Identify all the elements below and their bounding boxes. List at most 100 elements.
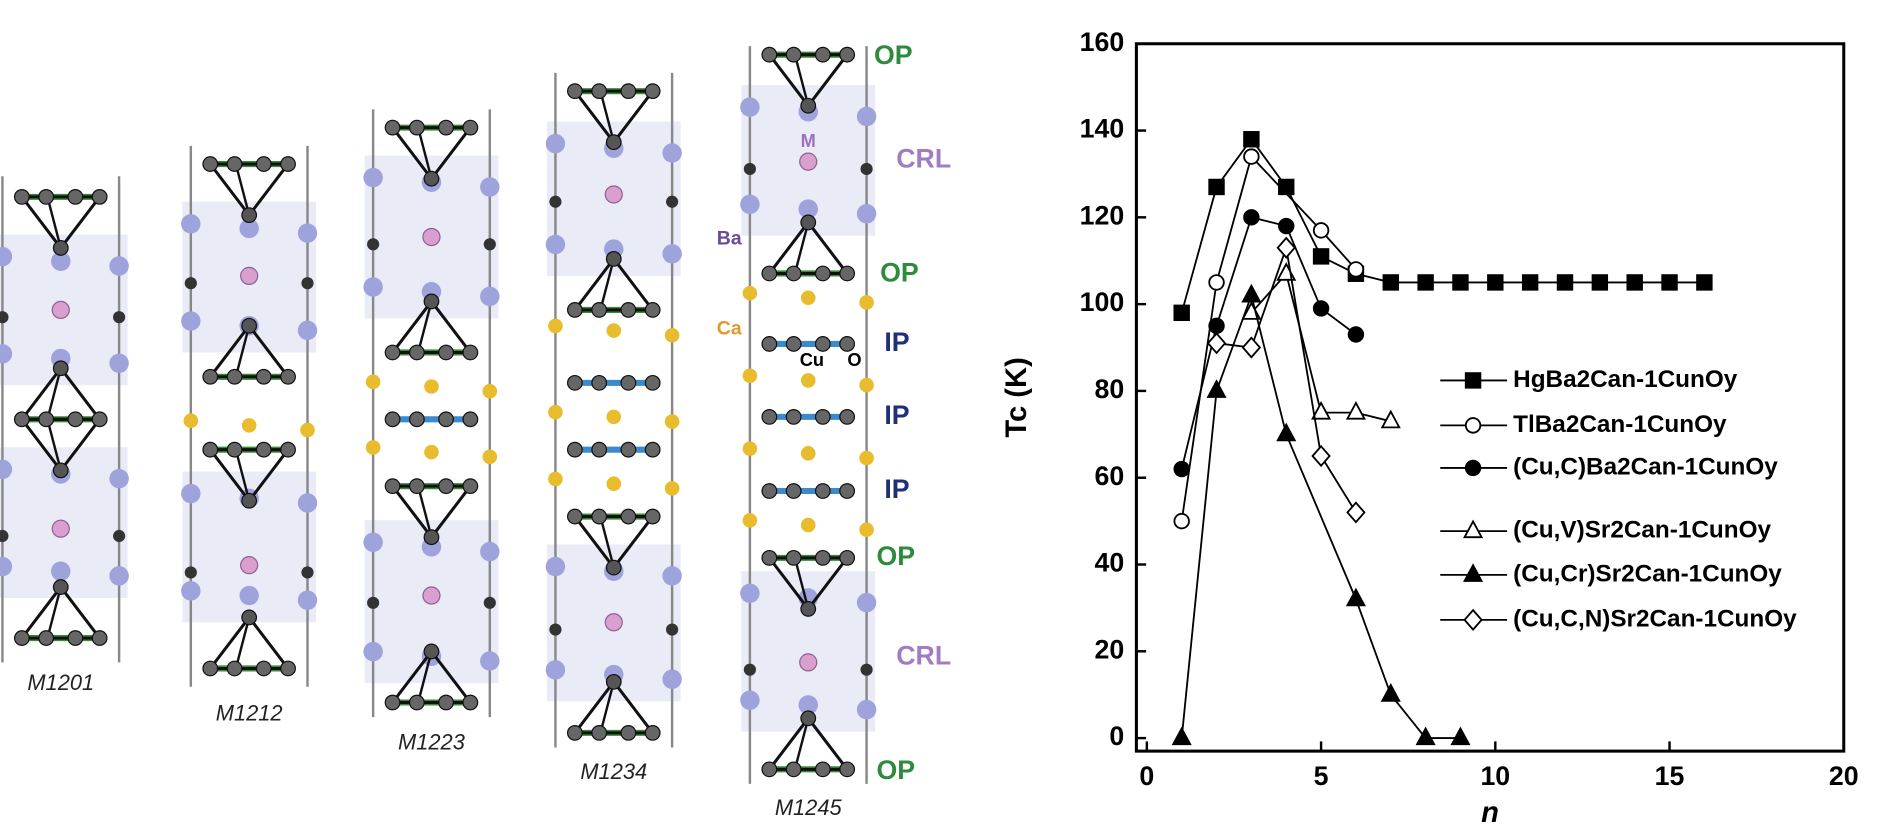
plane-atom: [839, 549, 856, 566]
structure-column: M1201: [0, 176, 129, 695]
ba-atom: [856, 592, 877, 613]
ba-atom: [545, 556, 566, 577]
plane-atom: [591, 441, 608, 458]
plane-atom: [408, 411, 425, 428]
m-atom: [799, 653, 818, 672]
plane-atom: [785, 46, 802, 63]
layer-label: CRL: [896, 641, 951, 671]
ca-atom: [606, 323, 622, 338]
plane-atom: [202, 368, 219, 385]
ca-atom: [482, 383, 498, 399]
series-line: [1216, 247, 1357, 513]
x-tick-label: 10: [1480, 761, 1510, 791]
layer-label: OP: [880, 258, 919, 288]
o-atom: [113, 311, 126, 324]
ba-atom: [181, 311, 201, 331]
plane-atom: [384, 344, 401, 361]
plane-atom: [280, 368, 296, 385]
data-point: [1696, 274, 1713, 291]
ba-atom: [51, 251, 71, 272]
ba-atom: [480, 286, 500, 307]
plane-atom: [761, 549, 778, 566]
layer-label: IP: [884, 474, 909, 504]
ba-atom: [297, 223, 318, 243]
data-point: [1208, 274, 1225, 291]
data-point: [1450, 726, 1471, 746]
plane-atom: [38, 630, 55, 646]
plane-atom: [785, 483, 802, 499]
ca-atom: [859, 295, 874, 310]
data-point: [1206, 332, 1227, 355]
data-point: [1347, 326, 1365, 343]
data-point: [1276, 236, 1296, 259]
plane-atom: [462, 478, 479, 495]
ca-atom: [365, 440, 381, 455]
ba-atom: [0, 459, 13, 480]
plane-atom: [761, 265, 778, 282]
layer-label: OP: [876, 541, 915, 571]
plane-atom: [761, 408, 778, 425]
data-point: [1380, 683, 1401, 702]
ba-atom: [740, 690, 760, 710]
plane-atom: [438, 478, 454, 495]
o-atom: [0, 311, 9, 324]
pyramid: [207, 448, 292, 504]
o-atom: [483, 238, 496, 251]
ca-atom: [800, 373, 816, 388]
ba-atom: [0, 344, 13, 364]
plane-atom: [408, 478, 425, 495]
plane-atom: [13, 188, 30, 205]
y-tick-label: 100: [1080, 287, 1125, 317]
pyramid: [18, 417, 103, 473]
ba-atom: [740, 97, 760, 117]
apex-atom: [423, 170, 440, 187]
data-point: [1311, 400, 1332, 420]
o-atom: [860, 162, 873, 176]
apex-atom: [241, 609, 258, 626]
data-point: [1243, 209, 1260, 226]
data-point: [1415, 726, 1436, 746]
data-point: [1243, 131, 1260, 148]
data-point: [1171, 726, 1192, 746]
plane-atom: [462, 344, 479, 361]
plane-atom: [785, 408, 802, 425]
apex-atom: [241, 492, 258, 509]
ba-atom: [662, 143, 682, 163]
ba-atom: [545, 133, 566, 154]
data-point: [1382, 274, 1399, 291]
y-tick-label: 120: [1080, 200, 1125, 230]
ba-atom: [856, 106, 877, 127]
plane-atom: [644, 441, 661, 458]
o-atom: [367, 596, 380, 609]
plane-atom: [839, 46, 856, 63]
plane-atom: [438, 344, 454, 361]
plane-atom: [91, 188, 108, 205]
ca-atom: [800, 446, 816, 461]
data-point: [1521, 274, 1539, 291]
plane-atom: [255, 660, 272, 677]
y-tick-label: 160: [1080, 27, 1125, 57]
pyramid: [389, 298, 474, 354]
series-line: [1180, 292, 1461, 740]
plane-atom: [785, 265, 802, 282]
ba-atom: [545, 660, 566, 680]
ba-atom: [480, 541, 500, 562]
series-line: [1180, 154, 1357, 522]
ba-atom: [181, 214, 201, 234]
pyramid: [18, 584, 103, 640]
data-point: [1487, 274, 1504, 291]
pyramid: [389, 126, 474, 182]
apex-atom: [52, 240, 69, 256]
structure-label: M1212: [216, 700, 283, 725]
plane-atom: [591, 302, 608, 318]
pyramid: [207, 323, 292, 379]
m-atom: [422, 227, 441, 247]
data-point: [1591, 274, 1609, 291]
structure-column: M1245: [740, 46, 877, 820]
atom-label: O: [847, 349, 861, 370]
y-tick-label: 40: [1095, 548, 1125, 578]
pyramid: [18, 195, 103, 251]
pyramid: [766, 556, 851, 612]
x-tick-label: 5: [1314, 761, 1329, 791]
ca-atom: [300, 422, 315, 438]
